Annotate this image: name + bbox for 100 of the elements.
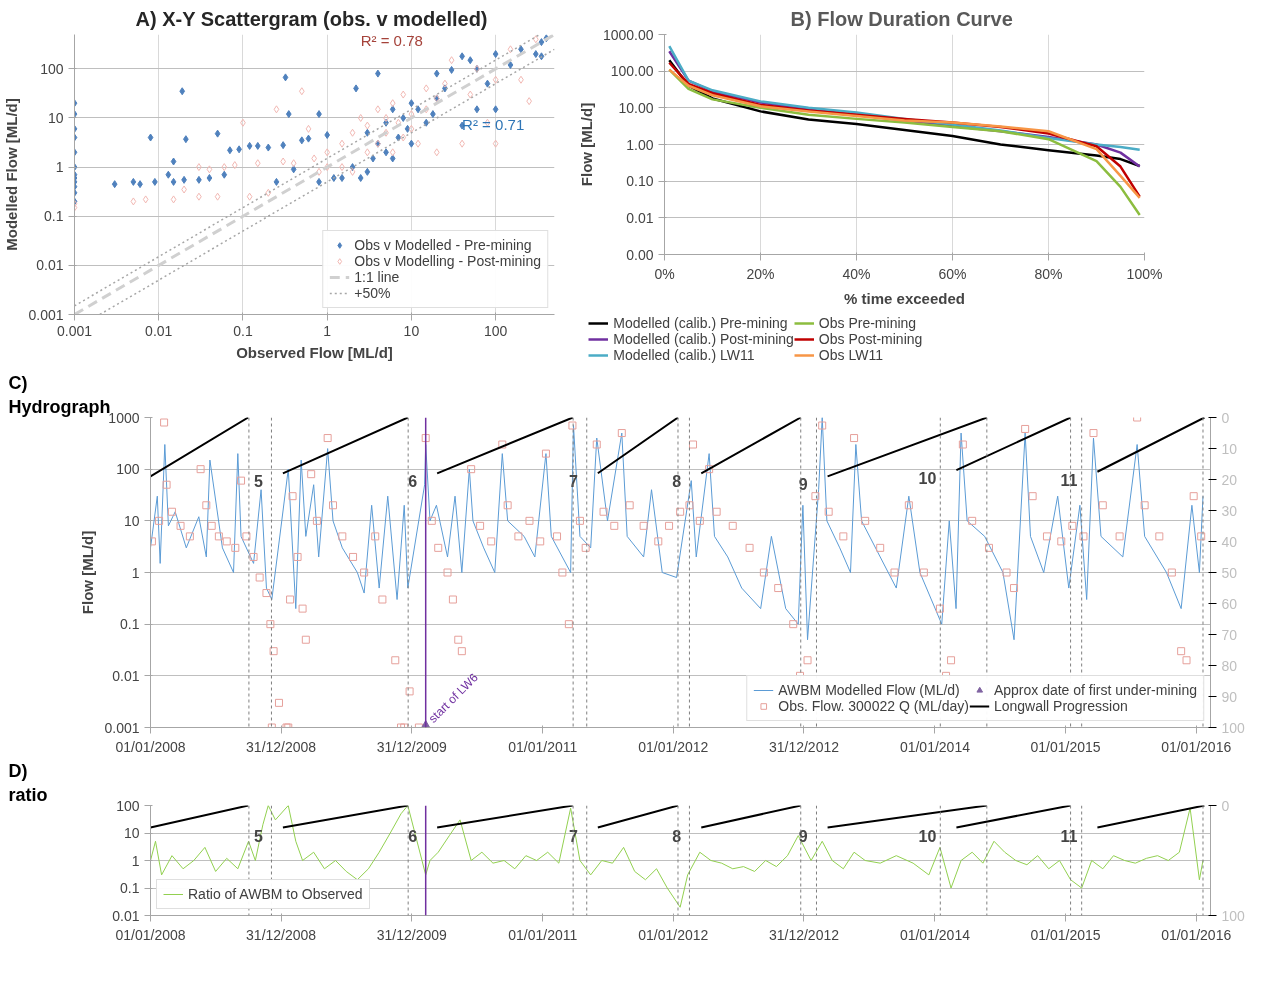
x-tick-label: 01/01/2012: [638, 926, 709, 943]
x-tick-label: 80%: [1034, 265, 1063, 282]
y-tick-label: 100: [116, 797, 140, 814]
y-tick-label: 10: [123, 512, 140, 529]
y-tick-label: 10: [123, 825, 140, 841]
y-axis-title: Modelled Flow [ML/d]: [3, 98, 21, 251]
legend-label: Obs. Flow. 300022 Q (ML/day): [778, 698, 969, 714]
y-tick-label: 0.001: [104, 719, 140, 736]
annotation: 10: [918, 827, 937, 845]
annotation: 8: [672, 473, 682, 491]
chart-title: C): [8, 372, 28, 393]
x-tick-label: 1: [323, 322, 332, 339]
legend-label: Obs v Modelled - Pre-mining: [354, 237, 532, 253]
y2-tick-label: 70: [1221, 626, 1238, 643]
annotation: 9: [798, 476, 808, 494]
y-tick-label: 0.10: [626, 173, 654, 190]
x-tick-label: 01/01/2014: [899, 738, 971, 755]
legend-label: Modelled (calib.) Post-mining: [613, 331, 794, 347]
annotation: 6: [408, 473, 418, 491]
x-tick-label: 20%: [746, 265, 775, 282]
annotation: 11: [1060, 827, 1078, 845]
x-tick-label: 10: [403, 322, 420, 339]
x-tick-label: 31/12/2009: [376, 738, 447, 755]
chart-subtitle: Hydrograph: [8, 396, 111, 417]
x-tick-label: 60%: [938, 265, 967, 282]
x-axis-title: Observed Flow [ML/d]: [236, 343, 393, 361]
y-tick-label: 1: [131, 852, 140, 869]
legend-label: +50%: [354, 285, 391, 301]
y2-tick-label: 80: [1221, 657, 1238, 674]
y2-tick-label: 30: [1221, 502, 1238, 519]
y-tick-label: 0.1: [120, 616, 140, 633]
x-tick-label: 0.01: [145, 322, 173, 339]
y-axis-title: Flow [ML/d]: [577, 102, 595, 187]
annotation: 7: [568, 827, 578, 845]
y-tick-label: 100: [40, 60, 64, 77]
y2-tick-label: 40: [1221, 533, 1238, 550]
annotation: 10: [918, 470, 937, 488]
chart-subtitle: ratio: [8, 784, 48, 805]
annotation: R² = 0.71: [462, 115, 525, 133]
y-tick-label: 1: [55, 159, 64, 176]
y2-tick-label: 90: [1221, 688, 1238, 705]
y-tick-label: 0.1: [44, 208, 64, 225]
y2-tick-label: 50: [1221, 564, 1238, 581]
annotation: 5: [254, 473, 264, 491]
chart-title: D): [8, 760, 28, 781]
x-tick-label: 31/12/2012: [768, 926, 840, 943]
x-tick-label: 40%: [842, 265, 871, 282]
legend-label: Obs Post-mining: [818, 331, 923, 347]
legend-label: Approx date of first under-mining: [993, 682, 1197, 698]
x-tick-label: 01/01/2011: [508, 926, 578, 943]
y-axis-title: Flow [ML/d]: [79, 530, 97, 615]
y-tick-label: 1.00: [626, 136, 654, 153]
x-axis-title: % time exceeded: [844, 289, 965, 307]
annotation: 5: [254, 827, 264, 845]
x-tick-label: 01/01/2008: [115, 738, 186, 755]
annotation: 8: [672, 827, 682, 845]
y2-tick-label: 60: [1221, 595, 1238, 612]
x-tick-label: 100: [483, 322, 508, 339]
y-tick-label: 10: [47, 109, 64, 126]
y2-tick-label: 0: [1221, 797, 1230, 814]
x-tick-label: 01/01/2008: [115, 926, 186, 943]
annotation: 6: [408, 827, 418, 845]
y2-tick-label: 10: [1221, 440, 1238, 457]
x-tick-label: 01/01/2014: [899, 926, 971, 943]
y-tick-label: 10.00: [618, 99, 654, 116]
x-tick-label: 0%: [654, 265, 675, 282]
x-tick-label: 01/01/2012: [638, 738, 709, 755]
annotation: 11: [1060, 471, 1078, 489]
x-tick-label: 100%: [1126, 265, 1163, 282]
y-tick-label: 0.001: [28, 306, 64, 323]
chart-title: A) X-Y Scattergram (obs. v modelled): [135, 7, 488, 30]
x-tick-label: 31/12/2008: [246, 738, 317, 755]
y-tick-label: 100: [116, 461, 140, 478]
annotation: R² = 0.78: [360, 32, 423, 50]
x-tick-label: 31/12/2008: [246, 926, 317, 943]
y-tick-label: 100.00: [610, 63, 654, 80]
x-tick-label: 31/12/2009: [376, 926, 447, 943]
y2-tick-label: 100: [1221, 719, 1246, 736]
y-tick-label: 0.01: [112, 667, 140, 684]
legend-label: Obs v Modelling - Post-mining: [354, 253, 541, 269]
y-tick-label: 0.01: [112, 907, 140, 924]
annotation: 9: [798, 827, 808, 845]
legend-label: Ratio of AWBM to Observed: [188, 886, 363, 902]
y-tick-label: 0.1: [120, 880, 140, 896]
x-tick-label: 01/01/2016: [1161, 738, 1232, 755]
chart-title: B) Flow Duration Curve: [790, 7, 1013, 30]
legend-label: Obs LW11: [818, 347, 883, 363]
legend-label: Modelled (calib.) Pre-mining: [613, 315, 788, 331]
x-tick-label: 01/01/2011: [508, 738, 578, 755]
y-tick-label: 1000.00: [602, 26, 654, 43]
y2-tick-label: 0: [1221, 409, 1230, 426]
legend-label: 1:1 line: [354, 269, 400, 285]
x-tick-label: 0.1: [233, 322, 253, 339]
y-tick-label: 1: [131, 564, 140, 581]
x-tick-label: 31/12/2012: [768, 738, 840, 755]
x-tick-label: 01/01/2015: [1030, 738, 1101, 755]
line-series: [150, 417, 1204, 641]
legend-label: Obs Pre-mining: [818, 315, 917, 331]
line-series: [150, 805, 1204, 908]
x-tick-label: 01/01/2015: [1030, 926, 1101, 943]
